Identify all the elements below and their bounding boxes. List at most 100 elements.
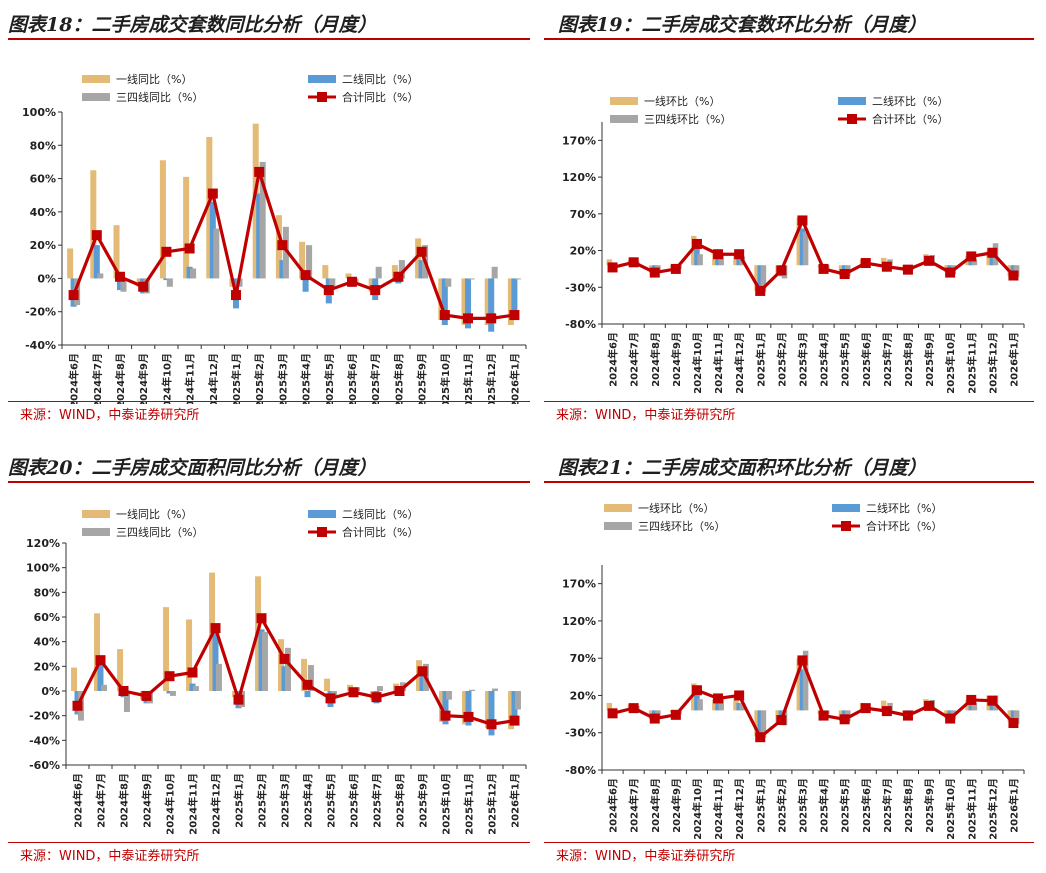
line-point	[463, 313, 473, 324]
line-point	[486, 719, 497, 730]
bar	[419, 673, 426, 691]
x-tick-label: 2025年8月	[394, 773, 407, 828]
y-tick-label: 60%	[30, 173, 56, 186]
legend-label: 三四线环比（%）	[644, 112, 731, 126]
bar	[282, 226, 289, 279]
chart-title: 图表19：二手房成交套数环比分析（月度）	[558, 14, 927, 36]
x-tick-label: 2025年9月	[416, 353, 429, 404]
line-point	[416, 246, 427, 257]
y-tick-label: 20%	[30, 239, 56, 252]
chart-panel-20: 图表20：二手房成交面积同比分析（月度） 一线同比（%） 二线同比（%） 三四线同比…	[8, 453, 532, 873]
line-point	[231, 290, 241, 301]
bar	[507, 278, 514, 326]
legend-marker	[317, 527, 327, 537]
line-point	[417, 666, 428, 677]
x-tick-label: 2025年1月	[230, 353, 243, 404]
x-tick-label: 2024年9月	[670, 778, 683, 833]
x-tick-label: 2025年11月	[462, 353, 475, 404]
bar	[606, 259, 613, 266]
y-tick-label: -30%	[565, 727, 596, 740]
bar	[322, 265, 329, 279]
x-tick-label: 2025年10月	[944, 332, 957, 394]
line-point	[924, 700, 935, 711]
bar	[166, 691, 173, 694]
legend-label: 二线同比（%）	[342, 507, 418, 521]
line-point	[164, 671, 175, 682]
bar	[329, 278, 336, 287]
x-tick-label: 2025年7月	[881, 332, 894, 387]
line-point	[68, 290, 79, 301]
x-tick-label: 2024年12月	[210, 773, 223, 835]
line-point	[1008, 270, 1019, 281]
bar	[163, 278, 170, 281]
x-tick-label: 2025年6月	[348, 773, 361, 828]
bar	[733, 254, 739, 266]
x-tick-label: 2024年6月	[68, 353, 81, 404]
bar	[488, 691, 495, 736]
y-tick-label: -40%	[29, 734, 60, 747]
bar	[694, 695, 700, 711]
legend-label: 一线环比（%）	[644, 94, 720, 108]
line-point	[279, 653, 290, 664]
bar	[965, 699, 971, 711]
bar	[468, 689, 475, 691]
bar	[880, 700, 887, 711]
line-point	[691, 238, 702, 249]
bar	[252, 123, 259, 279]
bar	[760, 265, 767, 292]
bar	[398, 260, 405, 279]
legend-swatch	[308, 510, 336, 518]
y-tick-label: -20%	[25, 306, 56, 319]
bar	[94, 613, 101, 691]
bar	[190, 268, 197, 279]
x-tick-label: 2025年8月	[902, 332, 915, 387]
bar	[445, 278, 452, 287]
line-point	[628, 257, 639, 268]
x-tick-label: 2025年5月	[839, 332, 852, 387]
bar	[754, 265, 760, 291]
y-tick-label: 80%	[34, 586, 60, 599]
line-point	[161, 246, 172, 257]
chart-panel-21: 图表21：二手房成交面积环比分析（月度） 一线环比（%） 二线环比（%） 三四线环比…	[544, 453, 1036, 873]
bar	[697, 254, 703, 266]
line-point	[881, 706, 892, 717]
x-tick-label: 2024年6月	[607, 778, 620, 833]
line-point	[860, 258, 871, 269]
line-point	[797, 215, 808, 226]
x-tick-label: 2024年11月	[712, 778, 725, 839]
legend-label: 二线环比（%）	[872, 94, 948, 108]
y-tick-label: 20%	[34, 660, 60, 673]
y-tick-label: -20%	[29, 710, 60, 723]
chart-canvas: 一线环比（%） 二线环比（%） 三四线环比（%） 合计环比（%） 170% 120% 70%…	[562, 94, 1025, 394]
x-tick-label: 2024年6月	[607, 332, 620, 387]
y-tick-label: 0%	[37, 272, 56, 285]
line-point	[347, 276, 357, 287]
line-point	[323, 285, 334, 296]
x-tick-label: 2024年12月	[733, 332, 746, 394]
x-tick-label: 2025年10月	[439, 353, 452, 404]
line-point	[818, 263, 829, 274]
x-tick-label: 2024年7月	[91, 353, 104, 404]
x-tick-label: 2025年3月	[796, 332, 809, 387]
legend-marker	[847, 114, 857, 124]
bar	[120, 278, 127, 292]
line-point	[755, 285, 766, 296]
legend-label: 一线同比（%）	[116, 507, 192, 521]
x-tick-label: 2025年5月	[325, 773, 338, 828]
source-note: 来源：WIND，中泰证券研究所	[556, 849, 736, 864]
source-divider	[544, 842, 1034, 843]
x-tick-label: 2025年11月	[463, 773, 476, 835]
legend-label: 三四线同比（%）	[116, 90, 203, 104]
x-tick-label: 2025年4月	[302, 773, 315, 828]
y-tick-label: 170%	[562, 134, 596, 147]
source-divider	[8, 401, 530, 402]
x-tick-label: 2026年1月	[509, 773, 522, 828]
source-note: 来源：WIND，中泰证券研究所	[556, 408, 736, 423]
bar	[279, 260, 286, 279]
x-tick-label: 2025年12月	[986, 332, 999, 394]
line-point	[797, 655, 808, 666]
bar	[442, 691, 449, 725]
bar	[718, 699, 724, 711]
bar	[461, 278, 468, 326]
x-tick-label: 2025年6月	[860, 332, 873, 387]
